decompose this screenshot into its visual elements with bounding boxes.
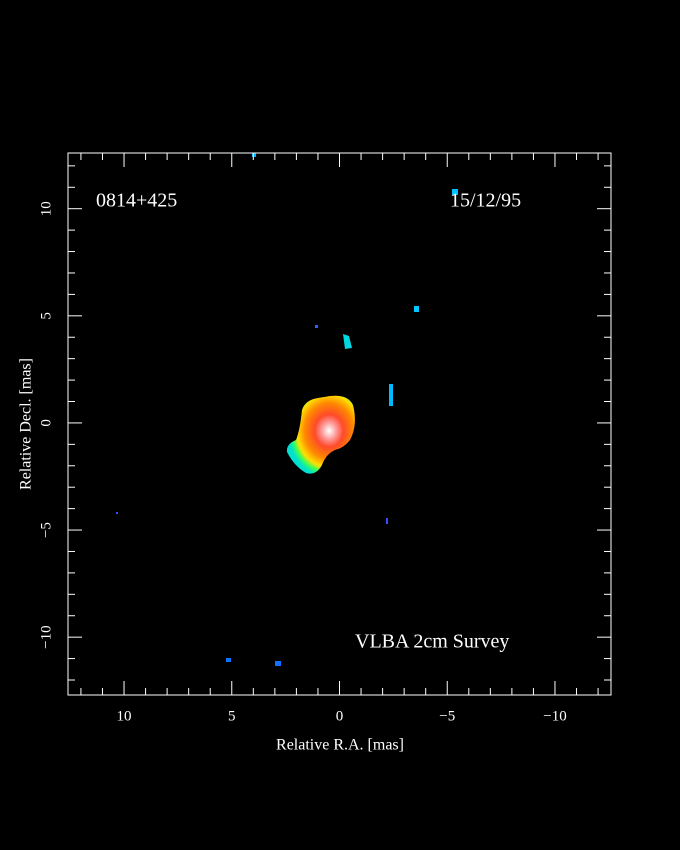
x-tick-label: 0 — [336, 708, 344, 724]
y-tick-label: 10 — [38, 201, 54, 216]
x-tick-label: −5 — [439, 708, 455, 724]
noise — [315, 325, 318, 328]
noise — [414, 306, 419, 312]
source-emission — [286, 395, 355, 474]
x-tick-label: −10 — [543, 708, 566, 724]
epoch: 15/12/95 — [450, 190, 521, 212]
noise — [389, 384, 393, 406]
x-tick-label: 5 — [228, 708, 236, 724]
x-tick-label: 10 — [117, 708, 132, 724]
y-tick-label: 0 — [38, 419, 54, 427]
noise — [226, 658, 231, 662]
source-name: 0814+425 — [96, 190, 177, 212]
survey-label: VLBA 2cm Survey — [355, 631, 509, 653]
y-tick-label: −10 — [38, 625, 54, 648]
noise — [116, 512, 118, 514]
noise — [452, 189, 458, 195]
y-tick-label: −5 — [38, 522, 54, 538]
noise — [343, 334, 352, 349]
noise — [275, 661, 281, 666]
x-axis-label: Relative R.A. [mas] — [276, 737, 404, 754]
noise — [252, 153, 256, 157]
noise — [386, 518, 388, 524]
radio-image — [116, 153, 458, 666]
y-axis-label: Relative Decl. [mas] — [18, 358, 35, 490]
y-tick-label: 5 — [38, 312, 54, 320]
